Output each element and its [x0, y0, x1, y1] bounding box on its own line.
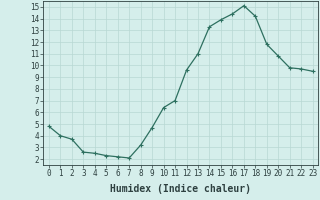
X-axis label: Humidex (Indice chaleur): Humidex (Indice chaleur): [110, 184, 251, 194]
